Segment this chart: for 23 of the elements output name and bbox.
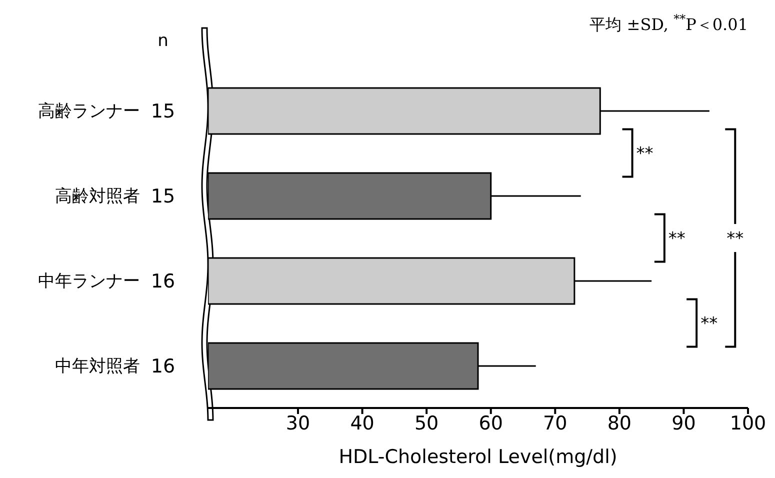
text: 16 <box>150 270 176 292</box>
annotation: ** <box>636 144 654 164</box>
text: 平均 ±SD, $^{**}$P＜0.01 <box>590 12 748 34</box>
text: 15 <box>150 100 176 122</box>
annotation: ** <box>668 229 686 249</box>
y-tick-label: 高齢対照者 <box>55 186 140 207</box>
x-tick-label: 60 <box>478 412 503 434</box>
x-tick-label: 40 <box>350 412 374 434</box>
x-tick-label: 70 <box>543 412 568 434</box>
y-tick-label: 中年ランナー <box>38 272 140 292</box>
x-tick-label: 80 <box>607 412 632 434</box>
y-tick-label: 中年対照者 <box>55 356 140 377</box>
text: 15 <box>150 186 176 208</box>
x-axis-title: HDL-Cholesterol Level(mg/dl) <box>338 446 618 468</box>
text: n <box>158 31 168 51</box>
annotation: ** <box>726 229 744 249</box>
x-tick-label: 90 <box>672 412 696 434</box>
text: 16 <box>150 356 176 378</box>
x-tick-label: 30 <box>286 412 310 434</box>
y-tick-label: 高齢ランナー <box>38 102 140 122</box>
annotation: ** <box>700 314 718 334</box>
x-tick-label: 100 <box>730 412 766 434</box>
x-tick-label: 50 <box>414 412 439 434</box>
